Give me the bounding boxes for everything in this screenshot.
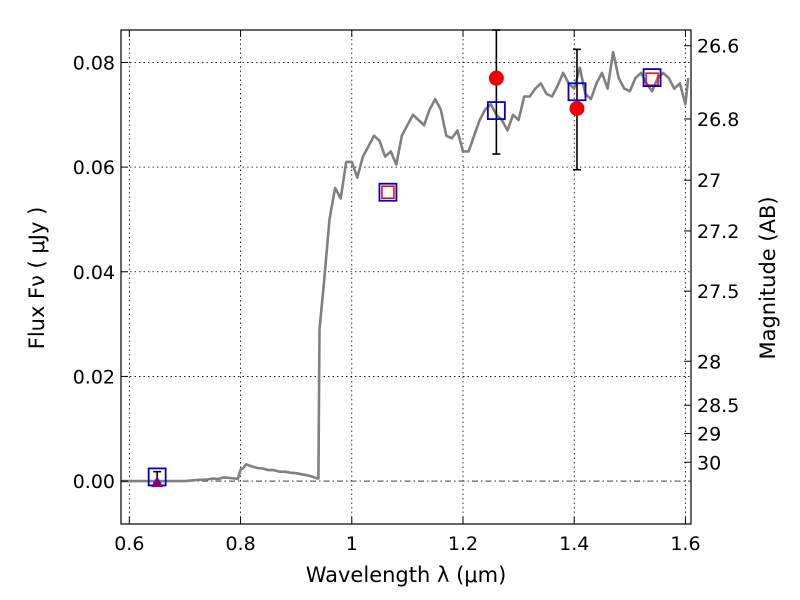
y-tick-label: 0.06 xyxy=(73,157,115,179)
y2-tick-label: 29 xyxy=(697,423,721,445)
y2-tick-label: 28 xyxy=(697,351,721,373)
model-band-square xyxy=(642,68,662,88)
y-tick-label: 0.04 xyxy=(73,262,115,284)
y2-tick-label: 30 xyxy=(697,452,721,474)
y2-tick-label: 27.2 xyxy=(697,221,739,243)
plot-area xyxy=(121,30,691,524)
marker-layer xyxy=(147,68,662,488)
x-tick-label: 0.6 xyxy=(114,533,144,555)
observed-flux-point xyxy=(488,70,504,86)
observed-band-square xyxy=(381,185,395,199)
x-tick-label: 1 xyxy=(346,533,358,555)
y2-axis-title: Magnitude (AB) xyxy=(756,196,780,359)
spectrum-layer xyxy=(121,50,690,483)
x-tick-label: 0.8 xyxy=(225,533,255,555)
y-axis-title: Flux Fν ( μJy ) xyxy=(25,207,49,350)
spectrum-line xyxy=(121,50,690,483)
y-tick-label: 0.00 xyxy=(73,471,115,493)
tick-labels: 0.6 0.8 1 1.2 1.4 1.6 0.00 0.02 0.04 0.06 0.08 26.6… xyxy=(73,36,740,555)
y2-tick-label: 27.5 xyxy=(697,281,739,303)
axes-border xyxy=(120,29,692,525)
observed-band-square xyxy=(645,72,659,86)
model-band-square xyxy=(486,101,506,120)
plot-background xyxy=(121,30,691,524)
model-band-square xyxy=(378,182,398,202)
x-tick-label: 1.6 xyxy=(670,533,700,555)
x-tick-label: 1.4 xyxy=(559,533,589,555)
x-tick-label: 1.2 xyxy=(448,533,478,555)
x-axis-title: Wavelength λ (μm) xyxy=(306,563,507,587)
y-tick-label: 0.08 xyxy=(73,52,115,74)
upper-limit-triangle xyxy=(151,476,164,488)
y2-tick-label: 28.5 xyxy=(697,395,739,417)
observed-flux-point xyxy=(569,100,585,116)
axes-frame xyxy=(120,29,692,525)
y2-tick-label: 26.6 xyxy=(697,36,739,58)
model-band-square xyxy=(567,82,587,102)
y2-tick-label: 27 xyxy=(697,170,721,192)
y-tick-label: 0.02 xyxy=(73,366,115,388)
y2-tick-label: 26.8 xyxy=(697,109,739,131)
tick-marks xyxy=(121,30,691,524)
